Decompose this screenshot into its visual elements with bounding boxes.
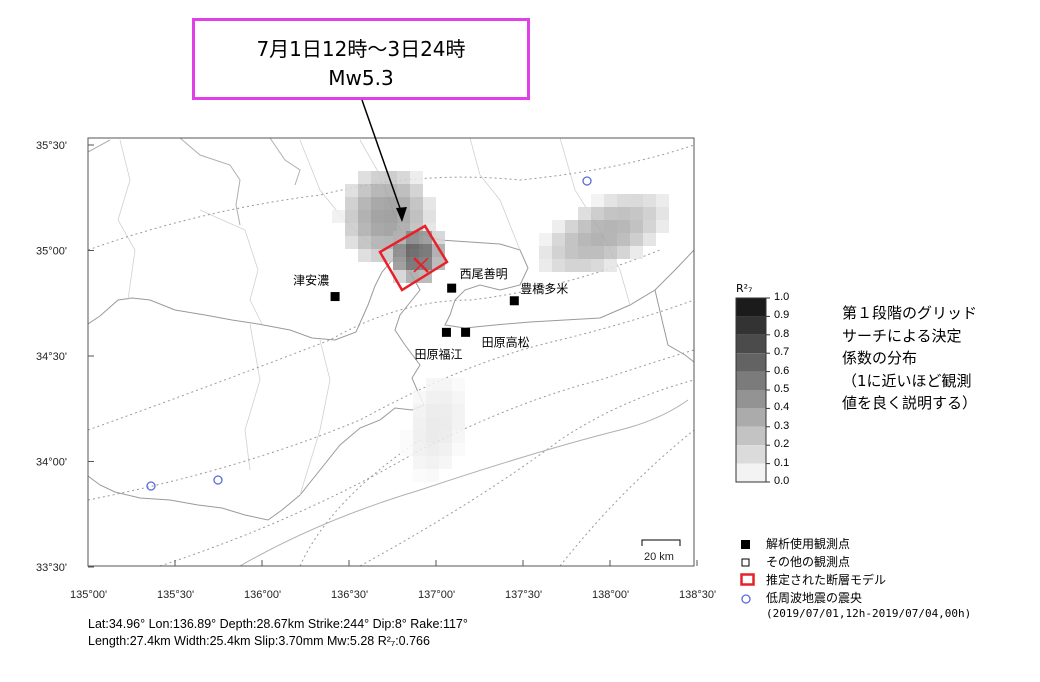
colorbar-tick-label: 0.2: [774, 438, 790, 451]
colorbar-tick-label: 1.0: [774, 291, 790, 303]
legend-label: 推定された断層モデル: [766, 573, 887, 587]
blue-circle-icon: [741, 594, 751, 604]
station-label: 西尾善明: [460, 266, 508, 281]
coastline-izu: [654, 289, 694, 363]
x-tick-label: 136°00': [244, 589, 281, 601]
colorbar-tick-label: 0.1: [774, 456, 790, 469]
colorbar-title: R²₇: [736, 282, 753, 295]
note-line: （1に近いほど観測: [842, 371, 972, 390]
station-label: 田原福江: [414, 346, 462, 361]
station-marker: [509, 296, 519, 306]
y-tick-label: 35°00': [36, 246, 67, 258]
note-line: 値を良く説明する）: [842, 394, 978, 412]
station-label: 豊橋多米: [520, 282, 568, 296]
scale-bar: [641, 539, 681, 546]
legend-label: 低周波地震の震央: [766, 591, 863, 605]
coastline-north: [88, 138, 301, 226]
params-line-1: Lat:34.96° Lon:136.89° Depth:28.67km Str…: [88, 617, 468, 631]
x-tick-label: 137°30': [505, 589, 542, 601]
callout-magnitude: Mw5.3: [328, 66, 394, 90]
legend-lfe: 低周波地震の震央: [738, 589, 971, 607]
red-rectangle-icon: [740, 573, 755, 586]
legend-label: その他の観測点: [766, 555, 851, 569]
legend-fault-model: 推定された断層モデル: [738, 571, 971, 589]
callout-arrowhead: [396, 207, 407, 222]
coastline-kii: [88, 231, 425, 521]
x-tick-label: 137°00': [418, 589, 455, 601]
station-marker: [330, 292, 340, 302]
legend-used-station: 解析使用観測点: [738, 535, 971, 553]
map-legend: 解析使用観測点 その他の観測点 推定された断層モデル 低周波地震の震央 (201…: [738, 535, 971, 621]
fault-model: [378, 224, 449, 292]
colorbar-tick-label: 0.9: [774, 309, 790, 322]
x-axis-ticks: 135°00' 135°30' 136°00' 136°30' 137°00' 137°3…: [70, 560, 716, 601]
x-tick-label: 138°00': [592, 589, 629, 601]
lfe-epicenter: [213, 475, 223, 485]
x-tick-label: 135°30': [157, 589, 194, 601]
params-line-2: Length:27.4km Width:25.4km Slip:3.70mm M…: [88, 634, 430, 648]
station-label: 津安濃: [293, 273, 329, 288]
map-frame: [87, 137, 695, 567]
scale-bar-label: 20 km: [644, 551, 674, 563]
legend-label: 解析使用観測点: [766, 537, 851, 551]
station-label: 田原高松: [482, 334, 530, 349]
y-tick-label: 34°30': [36, 351, 67, 363]
legend-other-station: その他の観測点: [738, 553, 971, 571]
station-marker: [441, 327, 451, 337]
y-axis-ticks: 35°30' 35°00' 34°30' 34°00' 33°30': [36, 140, 94, 574]
fault-epicenter-marker-2: [413, 257, 429, 273]
y-tick-label: 33°30': [36, 562, 67, 574]
station-marker: [447, 283, 457, 293]
colorbar-tick-label: 0.4: [774, 401, 790, 414]
colorbar: [735, 297, 770, 483]
callout-arrow: [361, 99, 403, 215]
r2-explanation: 第１段階のグリッド サーチによる決定 係数の分布 （1に近いほど観測 値を良く説…: [842, 302, 1032, 415]
filled-square-icon: [741, 540, 750, 549]
lfe-epicenter: [146, 481, 156, 491]
callout-box: 7月1日12時～3日24時 Mw5.3: [192, 18, 530, 100]
note-line: サーチによる決定: [842, 326, 962, 345]
station-marker: [461, 327, 471, 337]
x-tick-label: 138°30': [679, 589, 716, 601]
note-line: 第１段階のグリッド: [842, 304, 978, 322]
fault-parameters: Lat:34.96° Lon:136.89° Depth:28.67km Str…: [88, 616, 468, 650]
colorbar-tick-label: 0.3: [774, 419, 790, 432]
colorbar-tick-label: 0.6: [774, 364, 790, 377]
y-tick-label: 35°30': [36, 140, 67, 152]
lfe-epicenter: [582, 176, 592, 186]
x-tick-label: 136°30': [331, 589, 368, 601]
colorbar-tick-label: 0.7: [774, 346, 790, 359]
colorbar-tick-label: 0.0: [774, 475, 790, 487]
colorbar-tick-label: 0.5: [774, 383, 790, 395]
colorbar-tick-label: 0.8: [774, 327, 790, 340]
y-tick-label: 34°00': [36, 457, 67, 469]
coastline-aichi: [417, 231, 694, 329]
hollow-square-icon: [741, 558, 750, 567]
nankai-trough: [239, 399, 689, 566]
legend-period: (2019/07/01,12h-2019/07/04,00h): [766, 607, 972, 620]
note-line: 係数の分布: [842, 349, 918, 367]
callout-period: 7月1日12時～3日24時: [256, 37, 466, 61]
x-tick-label: 135°00': [70, 589, 107, 601]
